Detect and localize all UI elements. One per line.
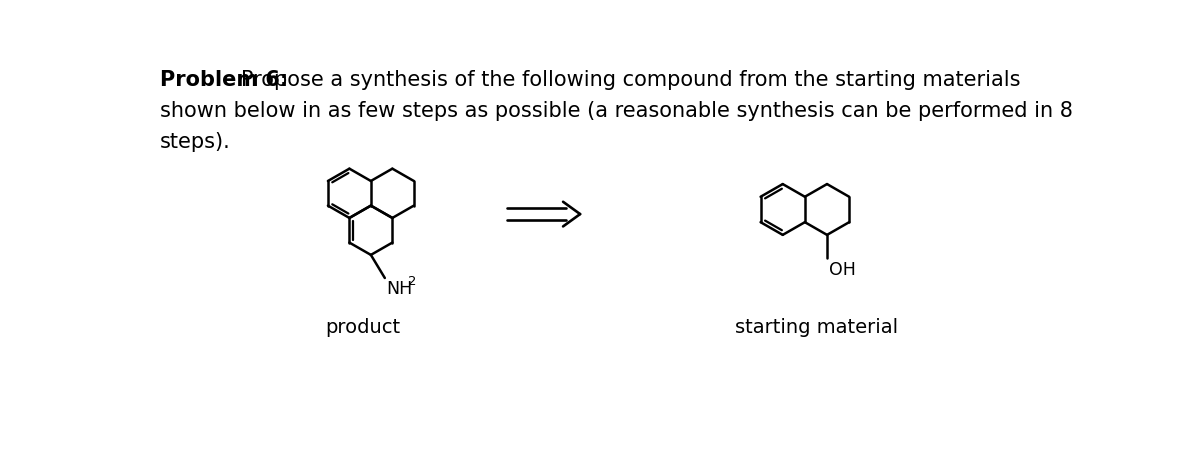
Text: OH: OH — [828, 260, 856, 278]
Text: steps).: steps). — [160, 132, 230, 152]
Text: Problem 6:: Problem 6: — [160, 70, 288, 90]
Text: shown below in as few steps as possible (a reasonable synthesis can be performed: shown below in as few steps as possible … — [160, 101, 1073, 121]
Text: 2: 2 — [408, 275, 416, 288]
Text: Propose a synthesis of the following compound from the starting materials: Propose a synthesis of the following com… — [241, 70, 1021, 90]
Text: starting material: starting material — [734, 317, 898, 337]
Text: NH: NH — [386, 279, 413, 297]
Text: product: product — [325, 317, 401, 337]
